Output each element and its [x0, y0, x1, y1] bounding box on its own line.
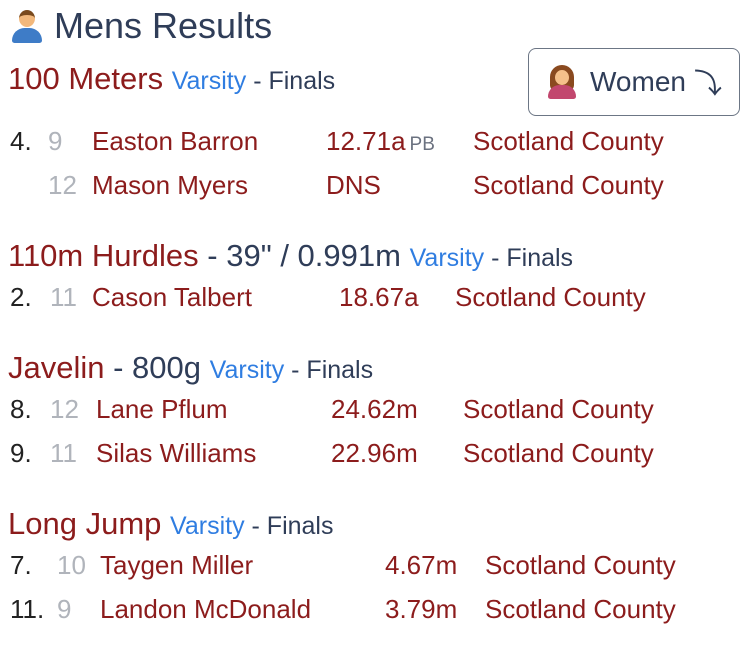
event-round: Finals: [268, 67, 336, 95]
athlete-link[interactable]: Landon McDonald: [100, 594, 312, 624]
event-heading[interactable]: Long Jump Varsity - Finals: [8, 506, 334, 541]
school-link[interactable]: Scotland County: [463, 394, 654, 424]
mark: 18.67a: [339, 282, 419, 312]
women-results-button[interactable]: Women ⤵: [528, 48, 740, 116]
event-spec: - 800g: [104, 350, 202, 385]
event-round: Finals: [266, 512, 334, 540]
mark: 3.79m: [385, 594, 458, 624]
man-icon: [10, 8, 44, 44]
athlete-link[interactable]: Lane Pflum: [96, 394, 228, 424]
event-round: Finals: [506, 244, 574, 272]
place: 7.: [10, 550, 32, 580]
page-title-text: Mens Results: [54, 5, 273, 46]
event-heading[interactable]: 100 Meters Varsity - Finals: [8, 61, 336, 96]
grade: 11: [50, 438, 77, 468]
event-heading[interactable]: 110m Hurdles - 39" / 0.991m Varsity - Fi…: [8, 238, 574, 273]
athlete-link[interactable]: Mason Myers: [92, 170, 249, 200]
event-round: Finals: [306, 356, 374, 384]
place: 8.: [10, 394, 32, 424]
event-level: Varsity: [209, 356, 285, 384]
mark: 24.62m: [331, 394, 418, 424]
event-level: Varsity: [170, 512, 245, 540]
athlete-link[interactable]: Taygen Miller: [100, 550, 254, 580]
grade: 11: [50, 282, 77, 312]
page-title: Mens Results: [10, 2, 272, 50]
event-name: Javelin: [8, 350, 105, 385]
women-button-label: Women: [590, 66, 686, 97]
place: 2.: [10, 282, 32, 312]
place: 11.: [10, 594, 45, 624]
school-link[interactable]: Scotland County: [485, 550, 676, 580]
event-name: 110m Hurdles: [8, 238, 199, 273]
mark: 22.96m: [331, 438, 418, 468]
place: 4.: [10, 126, 32, 156]
mark: 12.71a PB: [326, 126, 435, 156]
school-link[interactable]: Scotland County: [463, 438, 654, 468]
grade: 9: [57, 594, 72, 624]
place: 9.: [10, 438, 32, 468]
school-link[interactable]: Scotland County: [455, 282, 646, 312]
event-level: Varsity: [409, 244, 485, 272]
grade: 9: [48, 126, 63, 156]
woman-icon: [546, 65, 578, 99]
event-name: 100 Meters: [8, 61, 164, 96]
school-link[interactable]: Scotland County: [473, 126, 664, 156]
grade: 10: [57, 550, 86, 580]
school-link[interactable]: Scotland County: [485, 594, 676, 624]
event-name: Long Jump: [8, 506, 162, 541]
event-spec: - 39" / 0.991m: [198, 238, 401, 273]
athlete-link[interactable]: Easton Barron: [92, 126, 259, 156]
event-heading[interactable]: Javelin - 800g Varsity - Finals: [8, 350, 374, 385]
school-link[interactable]: Scotland County: [473, 170, 664, 200]
sort-arrow-icon: ⤵: [693, 68, 722, 99]
pb-badge: PB: [409, 134, 435, 155]
event-level: Varsity: [171, 67, 247, 95]
grade: 12: [48, 170, 77, 200]
grade: 12: [50, 394, 79, 424]
mark: DNS: [326, 170, 381, 200]
athlete-link[interactable]: Cason Talbert: [92, 282, 252, 312]
athlete-link[interactable]: Silas Williams: [96, 438, 257, 468]
mark: 4.67m: [385, 550, 458, 580]
